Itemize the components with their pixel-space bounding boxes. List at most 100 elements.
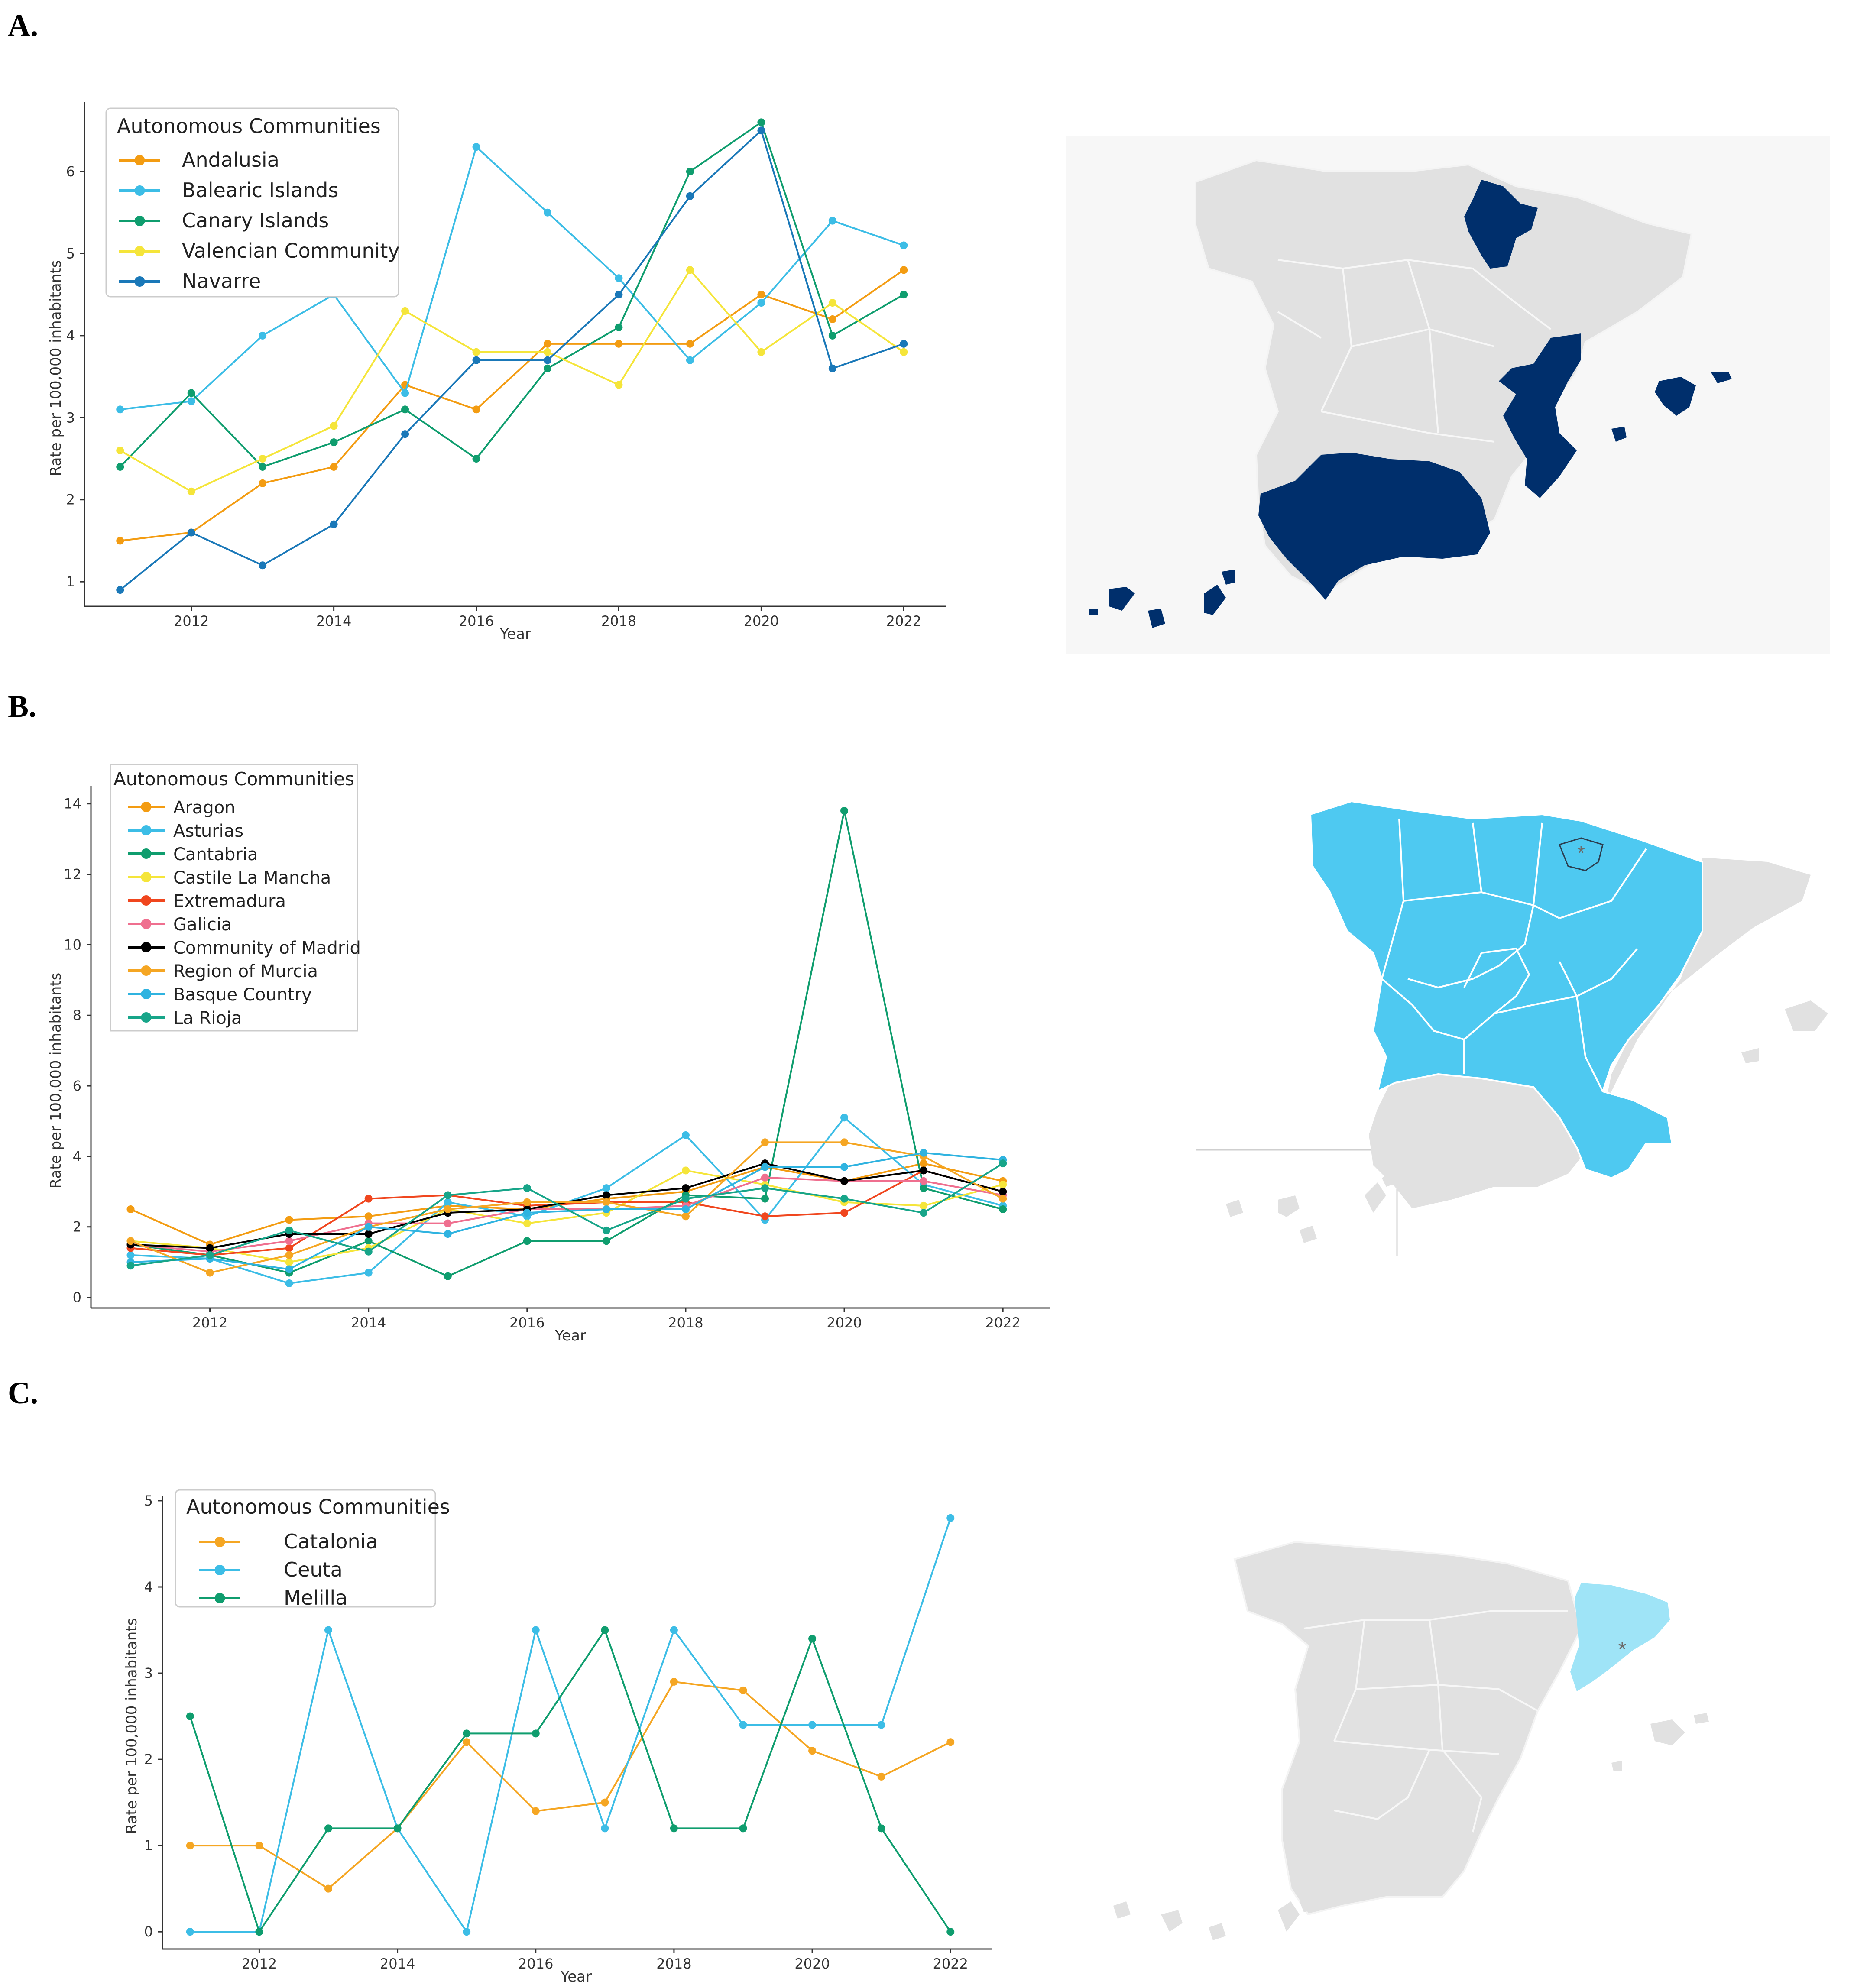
data-point	[920, 1201, 928, 1210]
data-point	[126, 1237, 135, 1245]
chart-b: 2012 2014 2016 2018 2020 2022 0 2 4 6 8 10 12 14 Year…	[47, 764, 1050, 1344]
x-tick-label: 2022	[985, 1315, 1020, 1331]
series-line-la-rioja	[130, 1162, 1004, 1267]
data-point	[285, 1237, 293, 1245]
data-point	[757, 118, 765, 126]
data-point	[523, 1237, 531, 1245]
x-tick-label: 2012	[242, 1956, 277, 1972]
region-canary-3	[1204, 585, 1226, 615]
data-point	[828, 299, 836, 307]
panel-label-b: B.	[8, 689, 37, 724]
data-point	[285, 1226, 293, 1234]
y-tick-label: 4	[66, 327, 75, 344]
spain-mainland-base	[1369, 858, 1811, 1208]
legend-marker	[134, 185, 145, 196]
data-point	[686, 192, 694, 200]
data-point	[999, 1188, 1007, 1196]
basque-detail	[1558, 837, 1604, 871]
data-point	[615, 381, 623, 389]
data-point	[187, 389, 195, 397]
region-balearic-mallorca	[1655, 377, 1696, 416]
series-line-extremadura	[130, 1169, 1003, 1256]
data-point	[615, 323, 623, 331]
data-point	[615, 274, 623, 282]
data-point	[681, 1195, 690, 1203]
legend-box	[105, 107, 399, 298]
data-point	[920, 1184, 928, 1192]
data-point	[686, 340, 694, 348]
data-point	[206, 1269, 214, 1277]
data-point	[532, 1626, 540, 1634]
region-navarre	[1464, 180, 1538, 269]
data-point	[259, 331, 267, 340]
legend-entry-label: La Rioja	[173, 1008, 242, 1028]
data-point	[601, 1626, 609, 1634]
data-point	[761, 1173, 769, 1182]
data-point	[602, 1191, 610, 1199]
data-point	[761, 1163, 769, 1171]
legend-marker	[141, 848, 152, 859]
spain-mainland	[1233, 1541, 1582, 1916]
data-point	[670, 1677, 678, 1686]
data-point	[206, 1251, 214, 1259]
canary-islands-base	[1226, 1169, 1399, 1243]
legend-entry-label: Canary Islands	[182, 209, 329, 232]
data-point	[523, 1219, 531, 1227]
data-point	[444, 1219, 452, 1227]
data-point	[330, 438, 338, 447]
data-point	[828, 364, 836, 372]
legend: Autonomous Communities Andalusia Balearic…	[105, 107, 400, 298]
y-tick-label: 12	[64, 866, 81, 883]
data-point	[615, 291, 623, 299]
legend-marker	[141, 989, 152, 999]
data-point	[840, 806, 849, 815]
data-point	[757, 348, 765, 356]
balearic-islands-base	[1611, 1713, 1709, 1771]
data-point	[532, 1729, 540, 1738]
data-point	[116, 586, 124, 594]
data-point	[126, 1251, 135, 1259]
data-point	[285, 1279, 293, 1288]
data-point	[285, 1265, 293, 1273]
series-line-region-of-murcia	[130, 1141, 1004, 1274]
data-point	[999, 1159, 1007, 1168]
data-point	[285, 1244, 293, 1252]
data-point	[681, 1212, 690, 1221]
data-point	[126, 1262, 135, 1270]
legend-marker	[141, 895, 152, 906]
legend-title: Autonomous Communities	[186, 1495, 450, 1519]
region-valencian-community	[1499, 333, 1581, 498]
data-point	[255, 1928, 263, 1936]
data-point	[401, 405, 409, 414]
x-tick-label: 2016	[459, 613, 494, 629]
canary-islands-base	[1113, 1897, 1313, 1940]
map-c: *	[1113, 1541, 1709, 1940]
y-tick-label: 2	[73, 1219, 81, 1235]
series-line-andalusia	[120, 269, 904, 542]
data-point	[681, 1205, 690, 1214]
y-tick-label: 6	[73, 1078, 81, 1094]
data-point	[840, 1195, 849, 1203]
series-line-canary-islands	[119, 121, 904, 468]
data-point	[544, 348, 552, 356]
data-point	[602, 1226, 610, 1234]
legend-marker	[141, 965, 152, 976]
data-point	[900, 241, 908, 249]
data-point	[285, 1251, 293, 1259]
y-axis-label: Rate per 100,000 inhabitants	[123, 1618, 140, 1834]
data-point	[920, 1159, 928, 1168]
legend-title: Autonomous Communities	[117, 114, 381, 138]
data-point	[324, 1884, 332, 1893]
y-axis-label: Rate per 100,000 inhabitants	[47, 260, 65, 476]
data-point	[900, 291, 908, 299]
legend-entry-label: Extremadura	[173, 891, 286, 911]
x-tick-label: 2018	[668, 1315, 703, 1331]
x-axis-label: Year	[499, 625, 531, 643]
x-tick-label: 2014	[351, 1315, 386, 1331]
data-point	[808, 1721, 817, 1729]
panel-label-a: A.	[8, 8, 38, 43]
legend-entry-label: Region of Murcia	[173, 962, 318, 981]
data-point	[544, 208, 552, 217]
legend-marker	[141, 872, 152, 882]
series-line-catalonia	[190, 1680, 951, 1890]
